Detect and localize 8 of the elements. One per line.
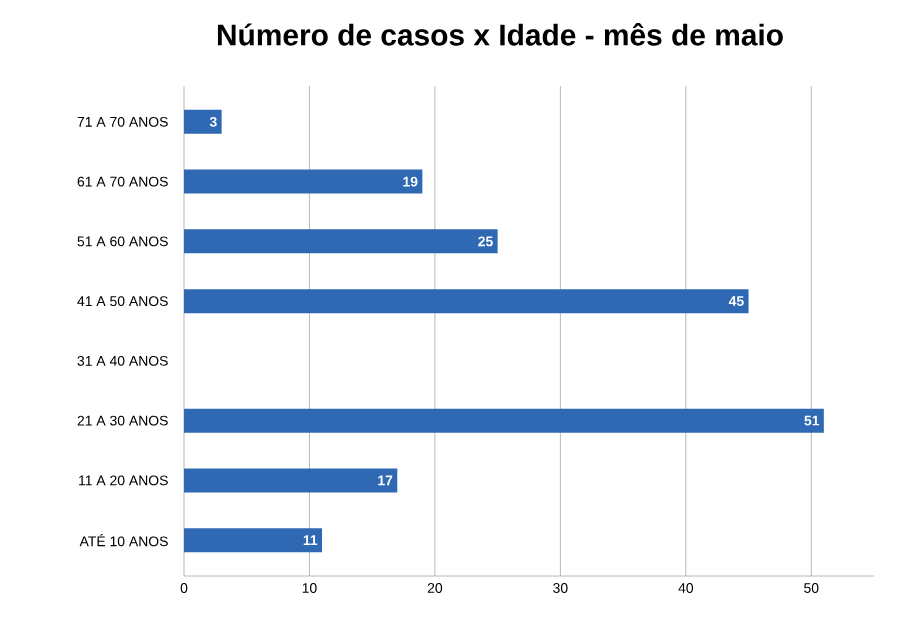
bar <box>184 109 222 134</box>
bar <box>184 229 498 254</box>
chart-title: Número de casos x Idade - mês de maio <box>217 23 783 46</box>
bar <box>184 468 398 493</box>
bar <box>184 408 824 433</box>
bar <box>184 169 423 194</box>
bar <box>184 528 322 553</box>
bar <box>184 289 749 314</box>
